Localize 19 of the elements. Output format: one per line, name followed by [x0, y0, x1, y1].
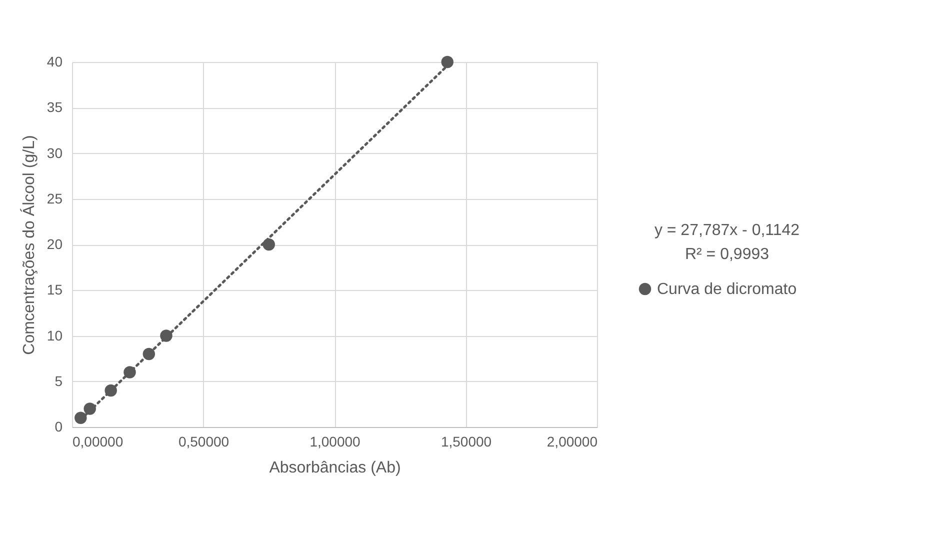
- text: R² = 0,9993: [684, 246, 770, 263]
- y-tick-label: 10: [46, 327, 63, 344]
- x-tick-label: 0,50000: [178, 434, 230, 450]
- y-axis-title: Comcentrações do Álcool (g/L): [20, 135, 38, 355]
- y-tick-label: 35: [46, 99, 63, 116]
- x-tick-label: 1,00000: [310, 434, 361, 450]
- y-tick-label: 30: [46, 144, 63, 161]
- y-tick-label: 25: [46, 190, 63, 206]
- x-tick-label: 0,00000: [72, 434, 124, 450]
- y-tick-label: 40: [46, 54, 63, 70]
- y-tick-label: 5: [54, 372, 63, 389]
- y-tick-label: 15: [46, 282, 63, 298]
- y-tick-label: 20: [46, 236, 63, 252]
- x-axis-title: Absorbâncias (Ab): [269, 460, 401, 476]
- legend-label: Curva de dicromato: [657, 281, 797, 298]
- x-tick-label: 2,00000: [546, 434, 598, 450]
- y-tick-label: 0: [54, 418, 63, 434]
- text: y = 27,787x - 0,1142: [654, 222, 800, 239]
- x-tick-label: 1,50000: [440, 434, 492, 450]
